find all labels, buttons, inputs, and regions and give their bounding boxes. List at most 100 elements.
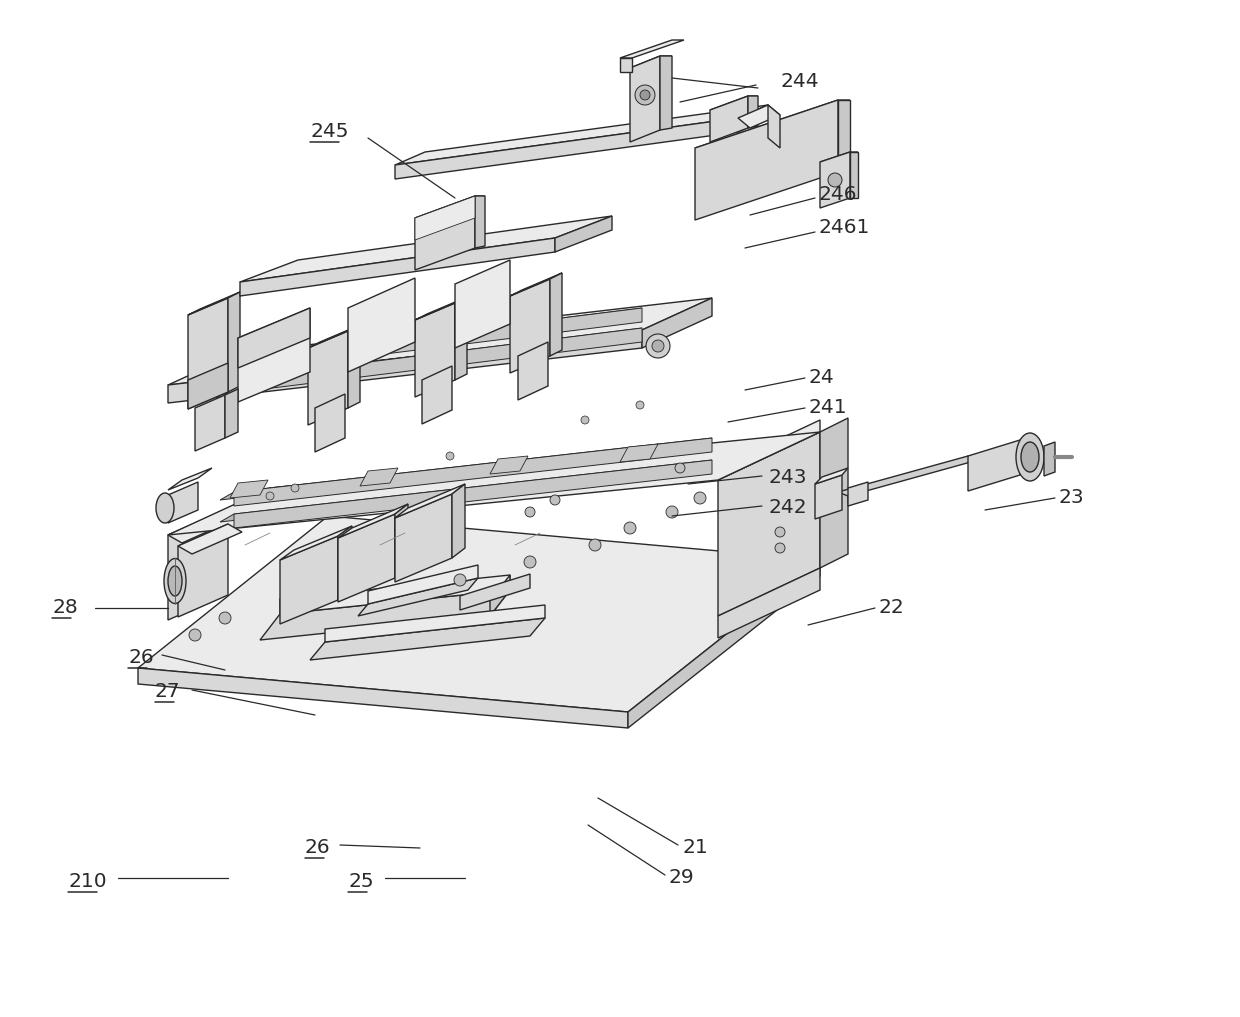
Polygon shape: [718, 432, 820, 616]
Polygon shape: [208, 308, 642, 376]
Circle shape: [589, 539, 601, 551]
Polygon shape: [453, 484, 465, 558]
Polygon shape: [138, 516, 820, 712]
Text: 244: 244: [780, 72, 818, 91]
Polygon shape: [167, 298, 712, 385]
Circle shape: [675, 463, 684, 473]
Polygon shape: [422, 366, 453, 424]
Polygon shape: [820, 418, 848, 569]
Polygon shape: [1044, 442, 1055, 476]
Circle shape: [775, 543, 785, 553]
Polygon shape: [455, 260, 510, 348]
Polygon shape: [195, 308, 642, 370]
Polygon shape: [415, 196, 475, 240]
Polygon shape: [228, 292, 241, 392]
Polygon shape: [718, 420, 820, 480]
Polygon shape: [396, 504, 408, 578]
Circle shape: [666, 506, 678, 518]
Polygon shape: [460, 574, 529, 610]
Polygon shape: [968, 440, 1021, 491]
Circle shape: [640, 89, 650, 100]
Polygon shape: [325, 605, 546, 642]
Polygon shape: [490, 575, 510, 616]
Polygon shape: [718, 569, 820, 638]
Polygon shape: [167, 468, 212, 490]
Text: 24: 24: [808, 368, 833, 387]
Circle shape: [454, 574, 466, 586]
Polygon shape: [219, 460, 712, 522]
Polygon shape: [360, 468, 398, 486]
Polygon shape: [768, 105, 780, 148]
Circle shape: [525, 507, 534, 517]
Ellipse shape: [167, 566, 182, 596]
Polygon shape: [694, 100, 838, 220]
Circle shape: [775, 527, 785, 537]
Circle shape: [219, 612, 231, 624]
Polygon shape: [234, 438, 712, 506]
Text: 29: 29: [668, 868, 693, 887]
Text: 25: 25: [348, 872, 373, 891]
Circle shape: [694, 492, 706, 504]
Circle shape: [635, 85, 655, 105]
Polygon shape: [820, 152, 849, 208]
Polygon shape: [138, 668, 627, 728]
Circle shape: [551, 495, 560, 505]
Polygon shape: [694, 100, 849, 148]
Polygon shape: [490, 456, 528, 474]
Text: 23: 23: [1058, 488, 1084, 507]
Polygon shape: [179, 524, 242, 554]
Polygon shape: [167, 432, 820, 535]
Polygon shape: [415, 196, 475, 270]
Text: 241: 241: [808, 398, 847, 417]
Text: 245: 245: [310, 122, 348, 141]
Text: 243: 243: [768, 468, 806, 487]
Polygon shape: [167, 510, 224, 620]
Polygon shape: [396, 494, 453, 582]
Polygon shape: [660, 56, 672, 130]
Polygon shape: [820, 152, 858, 162]
Polygon shape: [167, 510, 238, 543]
Polygon shape: [838, 456, 978, 496]
Text: 21: 21: [682, 838, 708, 857]
Polygon shape: [620, 444, 658, 462]
Polygon shape: [711, 96, 758, 110]
Polygon shape: [738, 105, 780, 128]
Polygon shape: [358, 578, 477, 616]
Polygon shape: [234, 460, 712, 528]
Polygon shape: [280, 575, 510, 614]
Circle shape: [624, 522, 636, 534]
Polygon shape: [396, 105, 768, 165]
Polygon shape: [838, 100, 849, 172]
Polygon shape: [415, 303, 455, 397]
Polygon shape: [815, 468, 848, 484]
Polygon shape: [551, 273, 562, 356]
Polygon shape: [368, 565, 477, 604]
Polygon shape: [510, 273, 562, 296]
Polygon shape: [224, 388, 238, 438]
Polygon shape: [627, 560, 820, 728]
Circle shape: [525, 556, 536, 569]
Text: 26: 26: [305, 838, 331, 857]
Polygon shape: [849, 152, 858, 198]
Polygon shape: [179, 524, 228, 617]
Polygon shape: [280, 536, 339, 624]
Polygon shape: [188, 298, 228, 409]
Polygon shape: [188, 363, 228, 409]
Polygon shape: [815, 475, 842, 519]
Polygon shape: [642, 298, 712, 348]
Polygon shape: [620, 58, 632, 72]
Circle shape: [188, 629, 201, 641]
Polygon shape: [308, 325, 360, 348]
Polygon shape: [280, 526, 352, 560]
Polygon shape: [195, 395, 224, 451]
Polygon shape: [556, 216, 613, 252]
Text: 26: 26: [128, 648, 154, 667]
Polygon shape: [339, 504, 408, 538]
Polygon shape: [260, 590, 510, 640]
Polygon shape: [848, 482, 868, 506]
Circle shape: [582, 416, 589, 424]
Polygon shape: [241, 216, 613, 282]
Polygon shape: [748, 96, 758, 128]
Polygon shape: [167, 330, 642, 403]
Text: 22: 22: [878, 598, 904, 617]
